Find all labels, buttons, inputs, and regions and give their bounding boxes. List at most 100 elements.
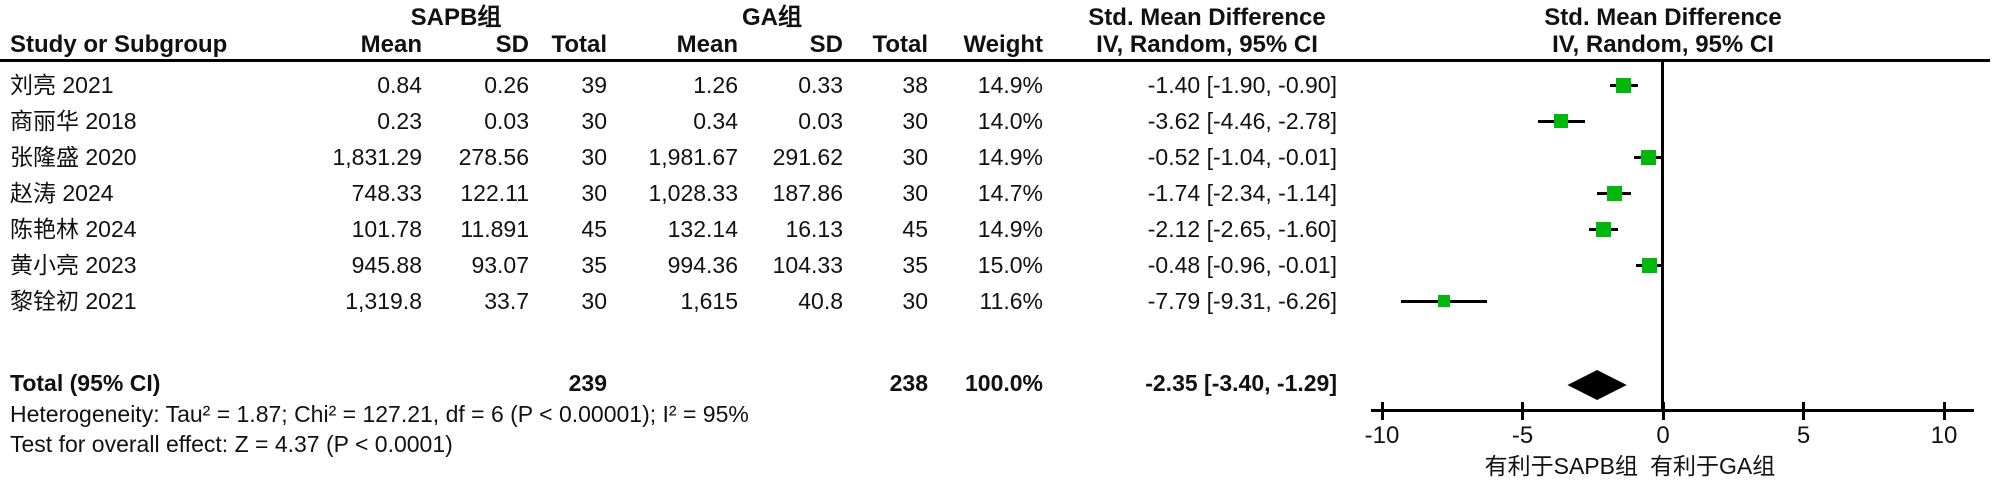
group1-header: SAPB组 — [410, 4, 502, 31]
total1-cell: 30 — [581, 288, 607, 314]
axis-tick — [1521, 402, 1524, 420]
sd2-cell: 0.03 — [798, 108, 843, 134]
sd1-cell: 0.03 — [484, 108, 529, 134]
axis-tick-label: 10 — [1930, 422, 1958, 449]
study-cell: 商丽华 2018 — [10, 108, 137, 134]
mean2-cell: 994.36 — [667, 252, 738, 278]
sd1-cell: 0.26 — [484, 72, 529, 98]
col-header-mean1: Mean — [360, 31, 422, 58]
total2-cell: 45 — [902, 216, 928, 242]
total2-cell: 30 — [902, 180, 928, 206]
header-rule — [0, 59, 1990, 62]
weight-cell: 14.7% — [977, 180, 1043, 206]
sd2-cell: 104.33 — [772, 252, 843, 278]
sd1-cell: 33.7 — [484, 288, 529, 314]
effect-square — [1640, 149, 1656, 165]
total2-cell: 30 — [902, 108, 928, 134]
mean1-cell: 0.84 — [377, 72, 422, 98]
effect-square — [1438, 295, 1451, 307]
total-label: Total (95% CI) — [10, 370, 161, 396]
mean1-cell: 748.33 — [351, 180, 422, 206]
mean2-cell: 1,615 — [680, 288, 738, 314]
effect-square — [1606, 185, 1622, 201]
overall-effect-text: Test for overall effect: Z = 4.37 (P < 0… — [10, 431, 453, 457]
col-header-ci: IV, Random, 95% CI — [1096, 31, 1318, 58]
axis-tick — [1942, 402, 1946, 420]
total1-sum: 239 — [568, 370, 607, 396]
mean1-cell: 1,319.8 — [345, 288, 422, 314]
axis-tick-label: 0 — [1656, 422, 1670, 449]
weight-cell: 11.6% — [979, 288, 1043, 314]
sd1-cell: 93.07 — [471, 252, 529, 278]
total1-cell: 35 — [581, 252, 607, 278]
study-cell: 刘亮 2021 — [10, 72, 114, 98]
axis-tick-label: -10 — [1364, 422, 1400, 449]
total2-sum: 238 — [889, 370, 928, 396]
weight-cell: 15.0% — [977, 252, 1043, 278]
mean1-cell: 0.23 — [377, 108, 422, 134]
weight-cell: 14.9% — [977, 144, 1043, 170]
sd2-cell: 291.62 — [772, 144, 843, 170]
sd1-cell: 278.56 — [458, 144, 529, 170]
total2-cell: 30 — [902, 144, 928, 170]
zero-line — [1661, 62, 1664, 411]
sd1-cell: 122.11 — [460, 180, 529, 206]
weight-cell: 14.9% — [977, 72, 1043, 98]
weight-cell: 14.9% — [977, 216, 1043, 242]
study-cell: 张隆盛 2020 — [10, 144, 137, 170]
mean2-cell: 132.14 — [667, 216, 738, 242]
total-ci: -2.35 [-3.40, -1.29] — [1145, 370, 1337, 396]
total2-cell: 30 — [902, 288, 928, 314]
summary-diamond — [1567, 370, 1627, 400]
favor-left-label: 有利于SAPB组 — [1484, 453, 1638, 479]
col-header-total1: Total — [551, 31, 607, 58]
favor-right-label: 有利于GA组 — [1650, 453, 1776, 479]
col-header-sd2: SD — [809, 31, 843, 58]
axis-tick-label: -5 — [1511, 422, 1534, 449]
effect-square — [1554, 114, 1569, 128]
sd2-cell: 187.86 — [772, 180, 843, 206]
mean1-cell: 1,831.29 — [332, 144, 422, 170]
effect-column-header: Std. Mean Difference — [1088, 4, 1326, 31]
effect-square — [1616, 77, 1632, 93]
ci-cell: -7.79 [-9.31, -6.26] — [1147, 288, 1337, 314]
total2-cell: 35 — [902, 252, 928, 278]
mean2-cell: 1,981.67 — [648, 144, 738, 170]
total2-cell: 38 — [902, 72, 928, 98]
group2-header: GA组 — [742, 4, 802, 31]
study-cell: 赵涛 2024 — [10, 180, 114, 206]
study-cell: 黄小亮 2023 — [10, 252, 137, 278]
total1-cell: 30 — [581, 144, 607, 170]
study-cell: 陈艳林 2024 — [10, 216, 137, 242]
sd2-cell: 16.13 — [785, 216, 843, 242]
mean2-cell: 0.34 — [693, 108, 738, 134]
axis-tick — [1380, 402, 1384, 420]
axis-tick — [1802, 402, 1805, 420]
col-header-sd1: SD — [495, 31, 529, 58]
axis-tick — [1661, 402, 1665, 420]
col-header-mean2: Mean — [676, 31, 738, 58]
ci-cell: -3.62 [-4.46, -2.78] — [1147, 108, 1337, 134]
mean2-cell: 1.26 — [693, 72, 738, 98]
col-header-weight: Weight — [963, 31, 1043, 58]
total1-cell: 39 — [581, 72, 607, 98]
heterogeneity-text: Heterogeneity: Tau² = 1.87; Chi² = 127.2… — [10, 401, 749, 427]
weight-cell: 14.0% — [977, 108, 1043, 134]
ci-cell: -0.48 [-0.96, -0.01] — [1147, 252, 1337, 278]
total1-cell: 30 — [581, 180, 607, 206]
mean1-cell: 101.78 — [351, 216, 422, 242]
mean1-cell: 945.88 — [351, 252, 422, 278]
x-axis-line — [1371, 409, 1974, 412]
col-header-study: Study or Subgroup — [10, 31, 228, 58]
axis-tick-label: 5 — [1796, 422, 1811, 449]
total1-cell: 45 — [581, 216, 607, 242]
col-header-plot-ci: IV, Random, 95% CI — [1552, 31, 1774, 58]
ci-cell: -1.40 [-1.90, -0.90] — [1147, 72, 1337, 98]
effect-square — [1642, 257, 1657, 273]
sd2-cell: 40.8 — [798, 288, 843, 314]
plot-column-header: Std. Mean Difference — [1544, 4, 1782, 31]
sd2-cell: 0.33 — [798, 72, 843, 98]
effect-square — [1595, 221, 1611, 237]
ci-cell: -1.74 [-2.34, -1.14] — [1147, 180, 1337, 206]
